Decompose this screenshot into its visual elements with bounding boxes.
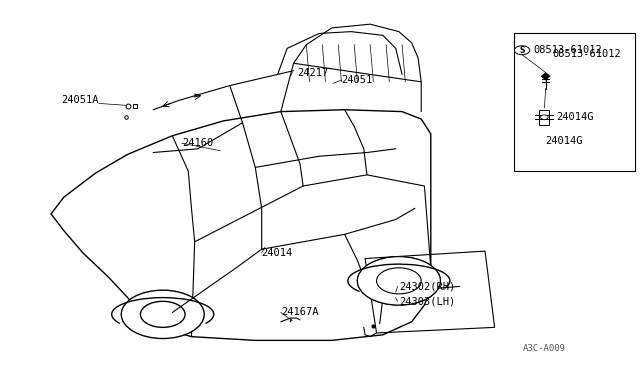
Circle shape (376, 268, 421, 294)
Bar (514, 33, 635, 171)
Circle shape (357, 257, 440, 305)
Text: 24014G: 24014G (556, 112, 593, 122)
Circle shape (121, 290, 204, 339)
Circle shape (140, 301, 185, 327)
Polygon shape (541, 73, 550, 80)
Text: 24217: 24217 (297, 68, 328, 77)
Circle shape (515, 46, 530, 55)
Circle shape (541, 115, 548, 119)
Text: 24302(RH): 24302(RH) (399, 282, 455, 291)
Text: 08513-61012: 08513-61012 (534, 45, 602, 55)
Circle shape (357, 257, 440, 305)
Text: 24167A: 24167A (281, 308, 318, 317)
Text: 24051A: 24051A (61, 96, 99, 105)
Text: 24160: 24160 (182, 138, 213, 148)
Text: 24014G: 24014G (546, 137, 583, 146)
Text: 08513-61012: 08513-61012 (552, 49, 621, 59)
Text: 24051: 24051 (342, 75, 372, 85)
Circle shape (376, 268, 421, 294)
Text: 24014: 24014 (262, 248, 293, 258)
Text: A3C-A009: A3C-A009 (524, 344, 566, 353)
Text: 24303(LH): 24303(LH) (399, 296, 455, 306)
Text: S: S (520, 46, 525, 55)
